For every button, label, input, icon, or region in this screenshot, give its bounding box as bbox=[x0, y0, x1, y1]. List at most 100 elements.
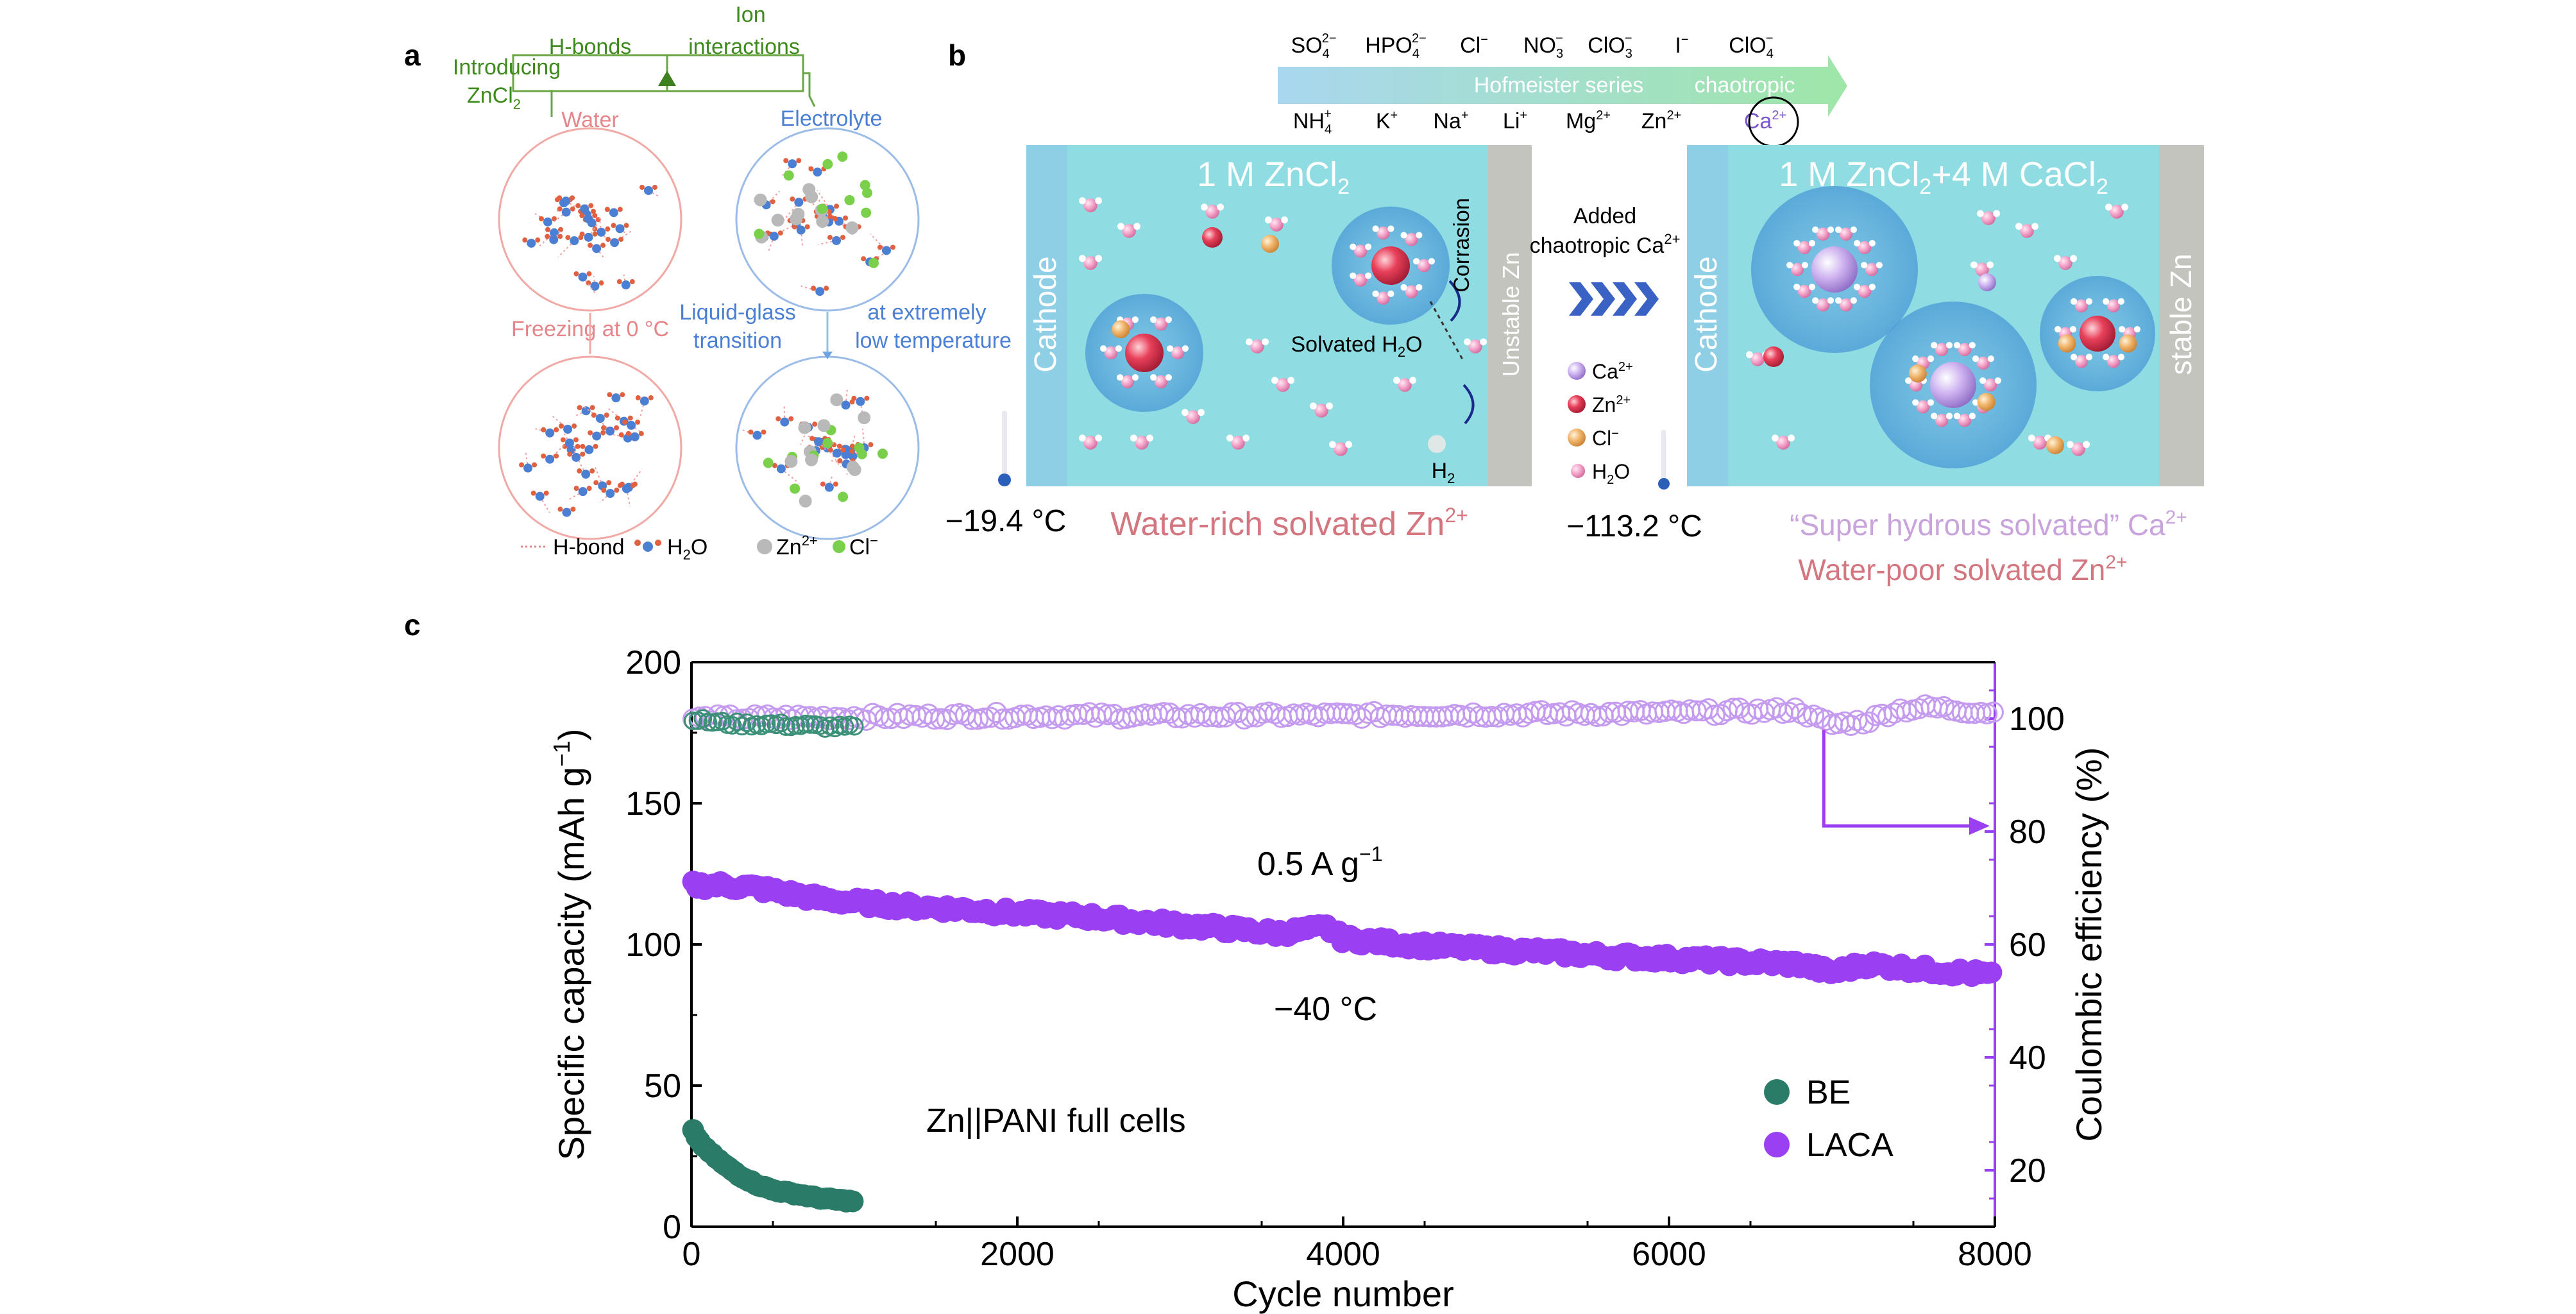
water-hydrogen bbox=[1979, 377, 1987, 384]
cation-0: NH4 + bbox=[1293, 107, 1332, 137]
water-hydrogen bbox=[1095, 197, 1102, 205]
oxygen-atom bbox=[562, 508, 572, 517]
hydrogen-atom bbox=[790, 196, 795, 202]
zinc-ion bbox=[830, 393, 843, 407]
oxygen-atom bbox=[794, 198, 804, 207]
water-hydrogen bbox=[1905, 377, 1912, 384]
liquid-glass-line1: Liquid-glass bbox=[679, 300, 795, 325]
water-hydrogen bbox=[1972, 355, 1979, 363]
zinc-ion bbox=[845, 221, 859, 234]
water-oxygen bbox=[1935, 343, 1949, 357]
hydrogen-atom bbox=[622, 419, 628, 425]
water-oxygen bbox=[2074, 299, 2089, 312]
x-tick-label: 4000 bbox=[1306, 1236, 1380, 1273]
hydrogen-atom bbox=[614, 415, 620, 421]
water-hydrogen bbox=[1987, 355, 1994, 363]
water-hydrogen bbox=[1287, 377, 1294, 384]
hydrogen-atom bbox=[772, 463, 777, 468]
water-hydrogen bbox=[1416, 232, 1423, 239]
anion-6-sup: − bbox=[1766, 31, 1774, 46]
legend-cl-icon bbox=[1568, 429, 1586, 447]
hydrogen-atom bbox=[579, 213, 585, 219]
water-hydrogen bbox=[1793, 240, 1801, 247]
water-oxygen bbox=[1976, 356, 1990, 370]
oxygen-atom bbox=[545, 428, 555, 438]
legend-laca-label: LACA bbox=[1806, 1127, 1894, 1164]
laca-efficiency-point bbox=[917, 703, 939, 725]
hydrogen-atom bbox=[567, 451, 573, 457]
hydrogen-atom bbox=[558, 226, 564, 232]
water-hydrogen bbox=[1131, 374, 1139, 381]
water-hydrogen bbox=[1400, 232, 1407, 239]
cation-1-base: K bbox=[1376, 109, 1391, 133]
cation-4-base: Mg bbox=[1566, 109, 1596, 133]
water-hydrogen bbox=[1079, 255, 1086, 262]
water-hydrogen bbox=[2067, 441, 2074, 448]
water-oxygen bbox=[1334, 442, 1348, 456]
hbond-line bbox=[841, 221, 853, 231]
legend-zn-text: Zn2+ bbox=[776, 533, 818, 559]
hydrogen-atom bbox=[605, 226, 611, 232]
oxygen-atom bbox=[824, 482, 834, 492]
hydrogen-atom bbox=[560, 437, 566, 443]
water-hydrogen bbox=[1793, 284, 1801, 291]
chevron-arrows-icon bbox=[1569, 282, 1659, 316]
anion-1-sup: 2− bbox=[1412, 31, 1427, 46]
hydrogen-atom bbox=[570, 506, 576, 512]
water-hydrogen bbox=[1977, 210, 1984, 218]
water-hydrogen bbox=[2085, 298, 2092, 305]
water-hydrogen bbox=[2103, 354, 2110, 361]
hydrogen-atom bbox=[592, 226, 598, 232]
hydrogen-atom bbox=[591, 209, 597, 214]
hbond-line bbox=[565, 200, 577, 208]
chloride-ion bbox=[868, 257, 879, 268]
hbond-line bbox=[584, 406, 601, 419]
hbond-line bbox=[582, 277, 597, 296]
water-hydrogen bbox=[1372, 225, 1379, 232]
cation-5-sup: 2+ bbox=[1666, 108, 1681, 123]
hydrogen-atom bbox=[575, 203, 581, 209]
water-hydrogen bbox=[1079, 197, 1086, 205]
water-hydrogen bbox=[1226, 434, 1233, 442]
hydrogen-atom bbox=[827, 447, 833, 453]
cation-0-sub: 4 bbox=[1325, 123, 1332, 137]
water-hydrogen bbox=[1827, 297, 1835, 304]
hydrogen-atom bbox=[559, 423, 564, 429]
water-hydrogen bbox=[1165, 316, 1172, 323]
legend-h2o-icon bbox=[1571, 464, 1585, 478]
water-hydrogen bbox=[1150, 374, 1157, 381]
water-oxygen bbox=[1135, 436, 1149, 450]
water-oxygen bbox=[2106, 299, 2121, 312]
water-hydrogen bbox=[2119, 326, 2126, 333]
hydrogen-atom bbox=[598, 280, 604, 286]
solvated-arrow bbox=[1429, 301, 1464, 360]
hbond-line bbox=[568, 491, 584, 500]
oxygen-atom bbox=[564, 438, 574, 448]
water-hydrogen bbox=[1969, 413, 1976, 420]
electrolyte-connector bbox=[803, 72, 816, 107]
oxygen-atom bbox=[831, 236, 841, 246]
legend-hbond-text: H-bond bbox=[553, 535, 625, 559]
legend-be-label: BE bbox=[1806, 1074, 1851, 1111]
water-oxygen bbox=[1122, 224, 1136, 238]
hbond-line bbox=[552, 211, 567, 223]
water-oxygen bbox=[1839, 298, 1853, 312]
water-oxygen bbox=[1797, 284, 1811, 298]
zinc-ion bbox=[771, 214, 784, 227]
hydrogen-atom bbox=[543, 490, 549, 496]
water-hydrogen bbox=[2069, 326, 2076, 333]
hydrogen-atom bbox=[588, 203, 594, 209]
y-axis-label: Specific capacity (mAh g−1) bbox=[548, 729, 591, 1161]
hbond-line bbox=[614, 230, 632, 243]
water-hydrogen bbox=[1095, 434, 1102, 442]
water-poor-label: Water-poor solvated Zn2+ bbox=[1798, 552, 2127, 586]
hydrogen-atom bbox=[611, 223, 616, 228]
hydrogen-atom bbox=[606, 480, 612, 486]
water-hydrogen bbox=[1198, 409, 1205, 416]
water-hydrogen bbox=[1428, 258, 1435, 265]
chloride-ion bbox=[860, 180, 870, 191]
oxygen-atom bbox=[832, 448, 842, 458]
hbond-line bbox=[806, 434, 822, 443]
central-ion bbox=[2080, 316, 2115, 352]
water-hydrogen bbox=[1853, 284, 1861, 291]
